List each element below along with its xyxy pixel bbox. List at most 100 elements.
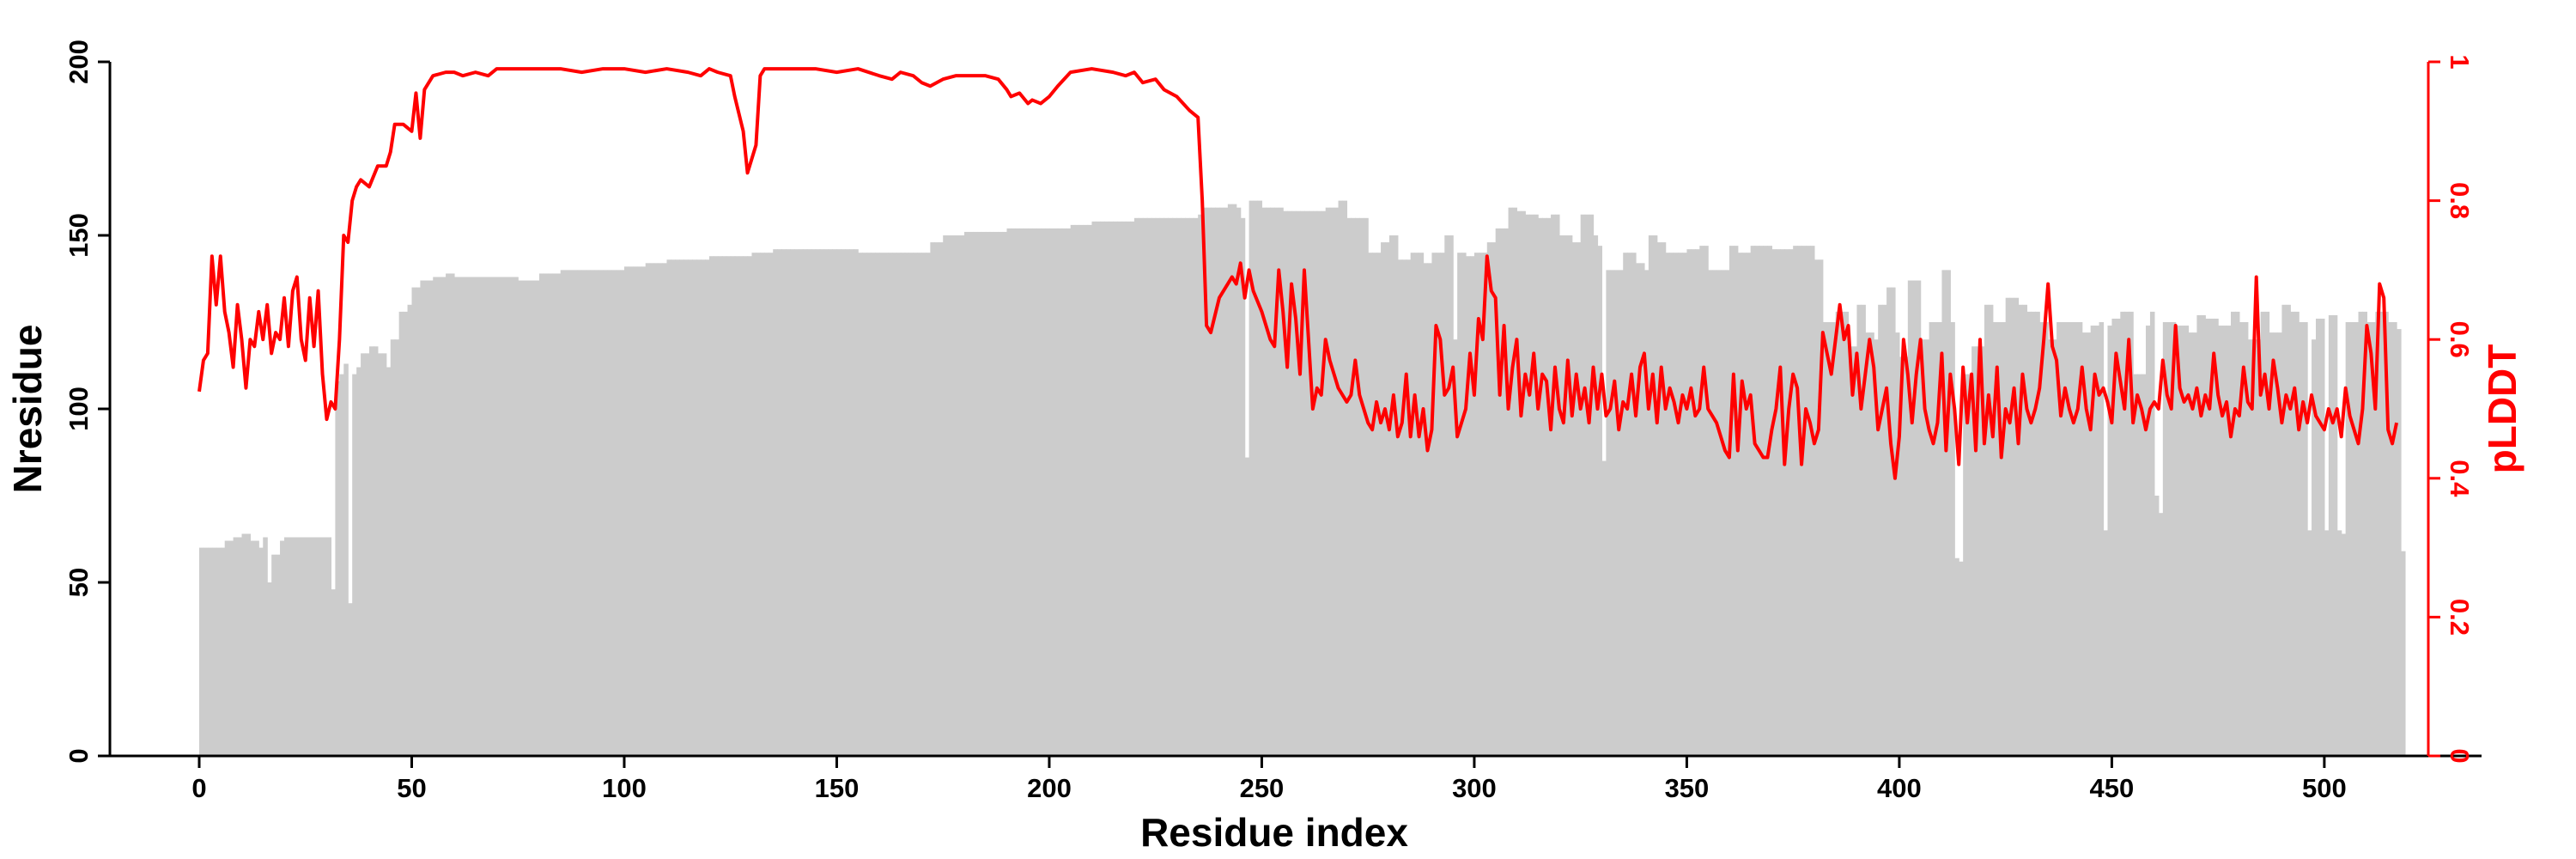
- bar: [1856, 304, 1862, 756]
- bar: [335, 381, 340, 756]
- bar: [1449, 235, 1454, 756]
- y-left-tick-label: 100: [64, 387, 94, 431]
- bar: [662, 263, 668, 756]
- bar: [2064, 322, 2070, 756]
- bar: [862, 253, 867, 756]
- bar: [441, 277, 447, 757]
- bar: [836, 249, 842, 756]
- bar: [2048, 339, 2053, 756]
- bar: [854, 249, 859, 756]
- bar: [603, 270, 608, 756]
- bar: [1410, 253, 1416, 756]
- bar: [1078, 224, 1084, 756]
- bar: [2146, 326, 2151, 756]
- bar: [628, 266, 634, 756]
- bar: [211, 547, 217, 756]
- bar: [1546, 217, 1552, 757]
- bar: [2124, 311, 2129, 756]
- bar: [2137, 374, 2142, 756]
- bar: [1551, 214, 1556, 756]
- bar: [1822, 322, 1828, 756]
- bar: [692, 259, 697, 756]
- bar: [216, 547, 222, 756]
- bar: [2336, 530, 2342, 756]
- bar: [2162, 322, 2168, 756]
- bar: [769, 253, 774, 756]
- bar: [828, 249, 834, 756]
- bar: [1202, 207, 1207, 756]
- bar: [1818, 259, 1824, 756]
- bar: [403, 311, 409, 756]
- bar: [1091, 221, 1097, 757]
- bar: [538, 273, 544, 756]
- bar: [1172, 217, 1178, 757]
- bar: [2001, 322, 2007, 756]
- bar: [475, 277, 481, 757]
- bar: [313, 537, 319, 756]
- bar: [1440, 253, 1445, 756]
- bar: [365, 353, 370, 756]
- bar: [2061, 322, 2066, 756]
- bar: [1414, 253, 1420, 756]
- bar: [373, 346, 379, 756]
- bar: [1401, 259, 1407, 756]
- bar: [543, 273, 549, 756]
- bar: [1631, 253, 1637, 756]
- bar: [343, 363, 349, 756]
- bar: [1704, 246, 1709, 756]
- bar: [488, 277, 494, 757]
- bar: [1504, 228, 1510, 756]
- bar: [786, 249, 791, 756]
- bar: [288, 537, 294, 756]
- bar: [1057, 228, 1063, 756]
- bar: [1525, 214, 1530, 756]
- bar: [526, 280, 532, 756]
- bar: [1218, 207, 1224, 756]
- bar: [2116, 318, 2121, 756]
- bar: [1185, 217, 1190, 757]
- bar: [428, 280, 434, 756]
- bar: [1423, 263, 1429, 756]
- bar: [1159, 217, 1165, 757]
- bar: [1011, 228, 1016, 756]
- bar: [1015, 228, 1020, 756]
- bar: [1967, 374, 1972, 756]
- bar: [1283, 210, 1288, 757]
- bar: [968, 231, 974, 757]
- x-tick-label: 200: [1027, 773, 1072, 803]
- bar: [309, 537, 315, 756]
- bar: [1146, 217, 1152, 757]
- bar: [1984, 304, 1990, 756]
- bar: [666, 259, 672, 756]
- bar: [887, 253, 893, 756]
- bar: [1801, 246, 1807, 756]
- bar: [2094, 326, 2100, 756]
- bar: [2018, 304, 2024, 756]
- bar: [993, 231, 999, 757]
- bar: [2069, 322, 2075, 756]
- bar: [2264, 311, 2270, 756]
- bar: [1809, 246, 1815, 756]
- bar: [2269, 332, 2275, 756]
- bar: [263, 537, 268, 756]
- x-tick-label: 50: [397, 773, 426, 803]
- bar: [1529, 214, 1534, 756]
- y-right-axis-ticks: 0 0.2 0.4 0.6 0.8 1: [2428, 54, 2475, 764]
- bar: [258, 547, 264, 756]
- bar: [1198, 214, 1203, 756]
- bar: [1495, 228, 1501, 756]
- bar: [407, 304, 413, 756]
- bar: [777, 249, 782, 756]
- bar: [560, 270, 566, 756]
- bar: [2307, 530, 2312, 756]
- bar: [1894, 332, 1900, 756]
- bar: [1571, 242, 1577, 757]
- bar: [1121, 221, 1127, 757]
- bar: [1223, 207, 1229, 756]
- bar: [721, 256, 727, 756]
- bar: [623, 266, 629, 756]
- bar: [989, 231, 995, 757]
- bar: [1109, 221, 1114, 757]
- bar: [653, 263, 659, 756]
- bar: [1597, 246, 1603, 756]
